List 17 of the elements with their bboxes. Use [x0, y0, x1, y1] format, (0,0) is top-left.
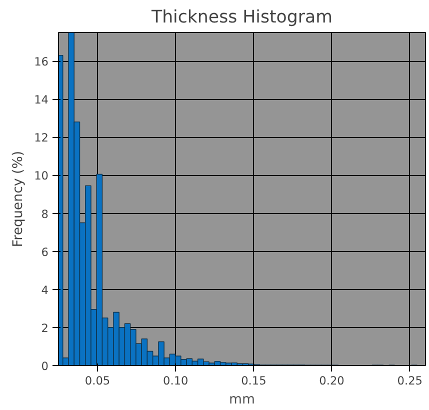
y-tick-label: 12	[34, 130, 49, 145]
y-tick-label: 14	[34, 92, 49, 107]
y-tick-label: 4	[41, 282, 49, 297]
x-tick-label: 0.15	[241, 374, 266, 388]
x-tick-label: 0.05	[84, 374, 110, 388]
x-tick-label: 0.10	[163, 374, 188, 388]
y-axis-title: Frequency (%)	[11, 150, 26, 248]
x-axis-title: mm	[229, 392, 255, 408]
y-tick-label: 16	[34, 54, 49, 69]
x-tick-label: 0.25	[397, 374, 423, 388]
y-tick-label: 2	[41, 320, 49, 335]
y-tick-label: 10	[34, 168, 49, 183]
x-tick-label: 0.20	[319, 374, 344, 388]
y-tick-label: 6	[41, 244, 49, 259]
y-tick-label: 0	[41, 359, 49, 373]
chart-title: Thickness Histogram	[150, 8, 333, 28]
y-tick-label: 8	[41, 206, 49, 221]
